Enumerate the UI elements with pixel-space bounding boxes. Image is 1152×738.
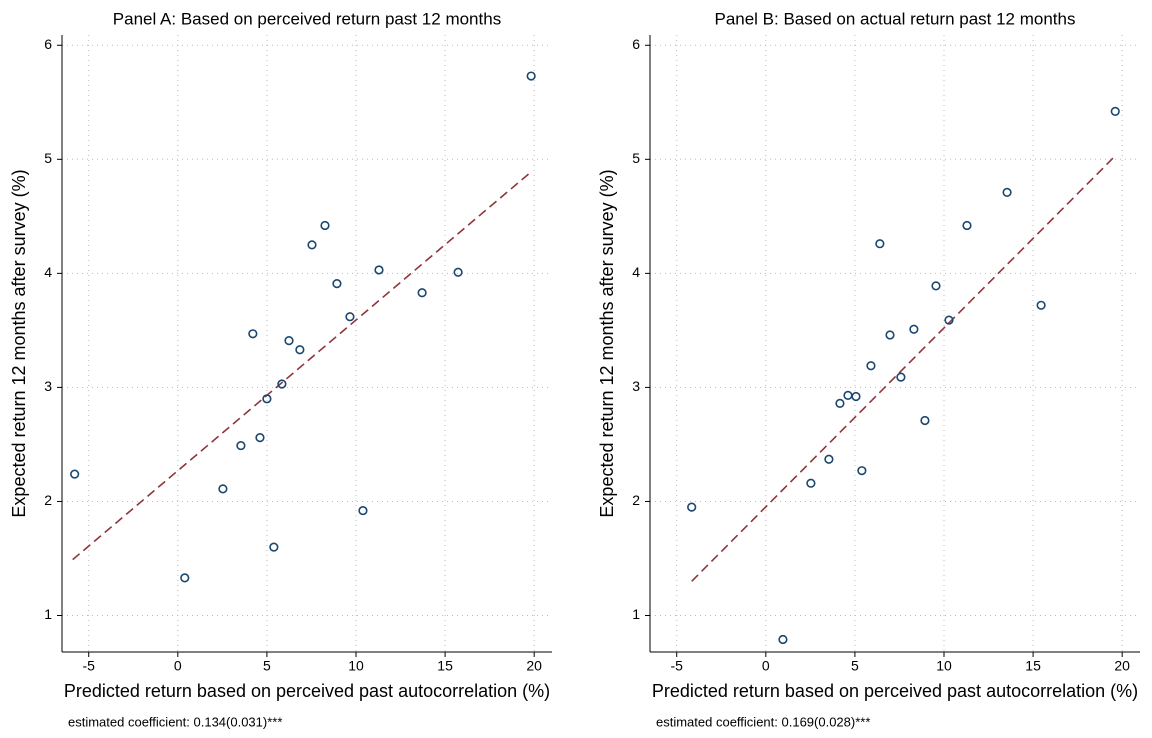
data-point <box>345 312 355 322</box>
data-point <box>1002 187 1012 197</box>
x-tick-label: 0 <box>762 658 770 674</box>
y-tick-label: 3 <box>632 378 640 394</box>
data-point <box>944 315 954 325</box>
y-tick-label: 1 <box>632 606 640 622</box>
x-tick-label: 5 <box>263 658 271 674</box>
y-axis-label: Expected return 12 months after survey (… <box>9 169 29 517</box>
data-point <box>896 372 906 382</box>
fit-line <box>72 171 532 561</box>
data-point <box>824 454 834 464</box>
data-point <box>851 391 861 402</box>
data-point <box>778 634 788 645</box>
x-axis-label: Predicted return based on perceived past… <box>64 681 550 701</box>
data-point <box>374 265 384 275</box>
x-axis-label: Predicted return based on perceived past… <box>652 681 1138 701</box>
x-tick-label: 20 <box>1114 658 1130 674</box>
data-point <box>269 542 279 552</box>
data-point <box>857 466 867 476</box>
data-point <box>417 288 427 298</box>
data-point <box>255 432 265 443</box>
y-tick-label: 5 <box>44 150 52 166</box>
data-point <box>835 398 845 408</box>
data-point <box>236 440 246 451</box>
data-point <box>453 267 463 277</box>
panel-title: Panel A: Based on perceived return past … <box>113 9 501 28</box>
data-point <box>277 379 287 389</box>
data-point <box>307 240 317 250</box>
y-axis-label: Expected return 12 months after survey (… <box>597 169 617 517</box>
y-tick-label: 4 <box>44 264 52 280</box>
data-point <box>875 239 885 249</box>
x-tick-label: -5 <box>83 658 96 674</box>
y-tick-label: 3 <box>44 378 52 394</box>
data-point <box>248 329 258 339</box>
data-point <box>284 336 294 346</box>
data-point <box>70 469 80 479</box>
y-tick-label: 2 <box>44 492 52 508</box>
data-point <box>806 478 816 488</box>
data-point <box>320 220 330 231</box>
data-point <box>931 281 941 291</box>
data-point <box>687 502 697 512</box>
data-point <box>909 324 919 334</box>
data-point <box>920 415 930 426</box>
note: estimated coefficient: 0.134(0.031)*** <box>68 714 282 729</box>
x-tick-label: 0 <box>174 658 182 674</box>
x-tick-label: -5 <box>671 658 684 674</box>
x-tick-label: 5 <box>851 658 859 674</box>
x-tick-label: 15 <box>437 658 453 674</box>
x-tick-label: 10 <box>936 658 952 674</box>
panel-title: Panel B: Based on actual return past 12 … <box>714 9 1075 28</box>
y-tick-label: 6 <box>44 36 52 52</box>
x-tick-label: 15 <box>1025 658 1041 674</box>
data-point <box>1036 300 1046 310</box>
y-tick-label: 6 <box>632 36 640 52</box>
data-point <box>885 330 895 340</box>
y-tick-label: 1 <box>44 606 52 622</box>
y-tick-label: 2 <box>632 492 640 508</box>
data-point <box>218 484 228 494</box>
y-tick-label: 5 <box>632 150 640 166</box>
data-point <box>358 505 368 516</box>
data-point <box>295 345 305 355</box>
data-point <box>843 390 853 400</box>
note: estimated coefficient: 0.169(0.028)*** <box>656 714 870 729</box>
fit-line <box>691 155 1116 582</box>
data-point <box>866 361 876 371</box>
data-point <box>332 279 342 289</box>
data-point <box>262 394 272 404</box>
data-point <box>962 220 972 231</box>
x-tick-label: 10 <box>348 658 364 674</box>
data-point <box>526 71 536 81</box>
data-point <box>1110 106 1120 117</box>
y-tick-label: 4 <box>632 264 640 280</box>
x-tick-label: 20 <box>526 658 542 674</box>
data-point <box>180 573 190 583</box>
